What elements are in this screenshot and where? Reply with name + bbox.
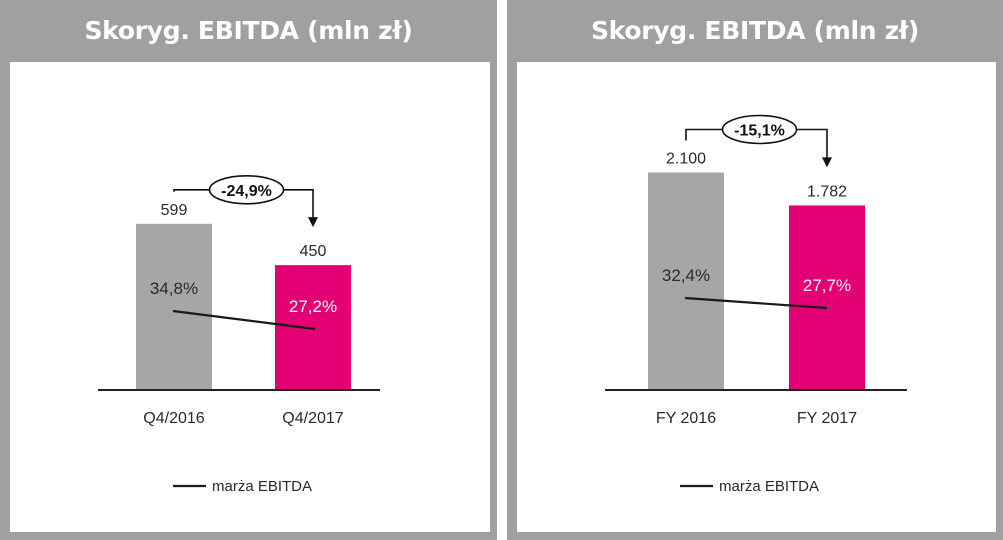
bar-1 bbox=[789, 205, 865, 390]
change-label: -15,1% bbox=[734, 123, 785, 140]
change-badge bbox=[208, 174, 285, 205]
change-badge bbox=[721, 114, 798, 145]
legend-label: marża EBITDA bbox=[719, 478, 819, 495]
margin-line bbox=[172, 309, 316, 331]
change-arrowhead bbox=[822, 157, 832, 168]
ebitda-chart-quarterly: 599 Q4/2016 450 Q4/2017 34,8% 27,2% -24,9% marż… bbox=[98, 174, 380, 495]
bar-0 bbox=[136, 223, 212, 390]
chart-area: 2.100 FY 2016 1.782 FY 2017 32,4% 27,7% -15,1%… bbox=[517, 62, 996, 532]
margin-label: 32,4% bbox=[662, 266, 710, 285]
bar-value-label: 599 bbox=[161, 202, 188, 219]
margin-label: 27,7% bbox=[803, 276, 851, 295]
margin-label: 27,2% bbox=[289, 297, 337, 316]
change-label: -24,9% bbox=[221, 183, 272, 200]
bar-value-label: 2.100 bbox=[666, 151, 706, 168]
bar-0 bbox=[648, 172, 724, 390]
bar-1 bbox=[275, 265, 351, 390]
x-tick-label: Q4/2016 bbox=[143, 410, 204, 427]
legend-label: marża EBITDA bbox=[212, 478, 312, 495]
x-tick-label: FY 2017 bbox=[797, 410, 857, 427]
chart-title: Skoryg. EBITDA (mln zł) bbox=[590, 16, 920, 45]
bar-value-label: 450 bbox=[300, 243, 327, 260]
bar-value-label: 1.782 bbox=[807, 183, 847, 200]
x-tick-label: Q4/2017 bbox=[282, 410, 343, 427]
chart-panel-annual: Skoryg. EBITDA (mln zł) 2.100 FY 2016 1.78… bbox=[507, 0, 1003, 540]
margin-label: 34,8% bbox=[150, 279, 198, 298]
x-tick-label: FY 2016 bbox=[656, 410, 716, 427]
ebitda-chart-annual: 2.100 FY 2016 1.782 FY 2017 32,4% 27,7% -15,1%… bbox=[605, 114, 907, 495]
chart-title: Skoryg. EBITDA (mln zł) bbox=[84, 16, 413, 45]
change-arrowhead bbox=[308, 217, 318, 228]
chart-area: 599 Q4/2016 450 Q4/2017 34,8% 27,2% -24,9% marż… bbox=[10, 62, 490, 532]
margin-line bbox=[684, 296, 828, 310]
chart-panel-quarterly: Skoryg. EBITDA (mln zł) 599 Q4/2016 450 Q4/… bbox=[0, 0, 497, 540]
